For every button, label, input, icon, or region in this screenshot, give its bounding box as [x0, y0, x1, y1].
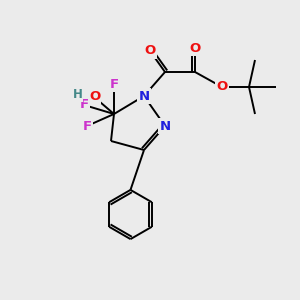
Text: O: O [216, 80, 228, 94]
Text: N: N [138, 89, 150, 103]
Text: O: O [89, 89, 100, 103]
Text: F: F [80, 98, 88, 112]
Text: H: H [73, 88, 82, 101]
Text: F: F [110, 77, 118, 91]
Text: O: O [144, 44, 156, 58]
Text: O: O [189, 41, 201, 55]
Text: F: F [82, 119, 91, 133]
Text: N: N [159, 119, 171, 133]
